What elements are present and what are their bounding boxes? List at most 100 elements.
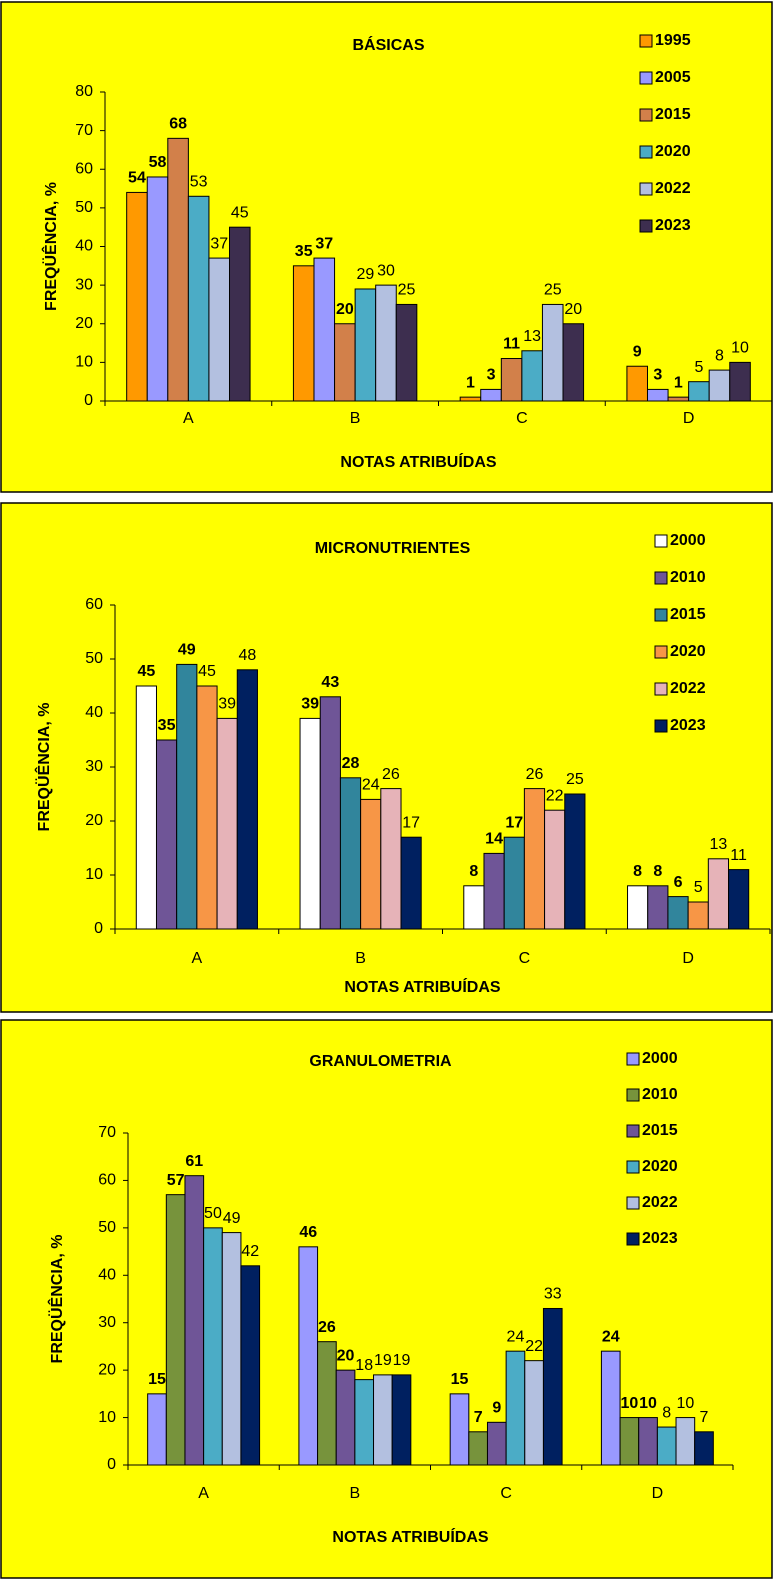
data-label: 10	[639, 1395, 657, 1412]
data-label: 22	[525, 1338, 543, 1355]
legend-label: 2022	[642, 1194, 678, 1211]
legend-label: 2022	[670, 680, 706, 697]
bar	[627, 885, 649, 930]
data-label: 8	[469, 863, 478, 880]
bar	[167, 137, 189, 402]
bar	[564, 793, 586, 930]
data-label: 8	[715, 347, 724, 364]
bar	[688, 381, 710, 402]
data-label: 1	[466, 374, 475, 391]
bar	[480, 388, 502, 402]
chart-title: MICRONUTRIENTES	[315, 540, 471, 557]
bar	[380, 788, 402, 930]
bar	[728, 869, 750, 930]
data-label: 15	[451, 1371, 469, 1388]
data-label: 17	[505, 814, 523, 831]
legend-swatch	[639, 34, 653, 48]
bar	[524, 1360, 544, 1466]
data-label: 49	[223, 1210, 241, 1227]
legend-swatch	[654, 571, 668, 585]
y-tick-label: 0	[94, 920, 103, 937]
bar	[600, 1350, 621, 1466]
data-label: 54	[128, 170, 146, 187]
data-label: 14	[485, 831, 503, 848]
bar	[391, 1374, 412, 1466]
data-label: 24	[602, 1328, 620, 1345]
bar	[707, 858, 730, 930]
data-label: 42	[241, 1243, 259, 1260]
data-label: 61	[185, 1153, 203, 1170]
y-axis-label: FREQÜÊNCIA, %	[41, 182, 60, 311]
x-tick-label: A	[198, 1485, 209, 1502]
y-tick-label: 10	[98, 1409, 116, 1426]
data-label: 49	[178, 642, 196, 659]
bar	[541, 303, 564, 402]
y-tick-label: 50	[85, 650, 103, 667]
bar	[176, 663, 198, 930]
chart-title: BÁSICAS	[352, 35, 424, 54]
x-tick-label: B	[350, 410, 361, 427]
x-tick-label: C	[519, 950, 531, 967]
legend-swatch	[654, 719, 668, 733]
bar	[196, 685, 218, 930]
y-tick-label: 70	[75, 122, 93, 139]
data-label: 37	[210, 235, 228, 252]
legend-label: 2023	[655, 217, 691, 234]
bar	[240, 1265, 261, 1466]
y-tick-label: 20	[98, 1361, 116, 1378]
bar	[562, 323, 585, 402]
bar	[395, 303, 418, 402]
bar	[708, 369, 731, 402]
data-label: 20	[337, 1347, 355, 1364]
bar	[646, 388, 669, 402]
bar	[354, 288, 377, 402]
bar	[638, 1417, 658, 1466]
bar	[459, 396, 482, 402]
bar	[656, 1426, 677, 1466]
bar	[521, 350, 543, 402]
bar	[687, 901, 709, 930]
bar	[463, 885, 485, 930]
bar	[292, 265, 315, 402]
legend-swatch	[654, 534, 668, 548]
data-label: 6	[674, 874, 683, 891]
data-label: 35	[295, 243, 313, 260]
data-label: 3	[487, 367, 496, 384]
legend-label: 2010	[670, 569, 706, 586]
bar	[236, 669, 258, 930]
y-axis-label: FREQÜÊNCIA, %	[34, 703, 53, 832]
data-label: 10	[676, 1395, 694, 1412]
data-label: 29	[357, 266, 375, 283]
legend-label: 2020	[642, 1158, 678, 1175]
bar	[317, 1341, 337, 1466]
data-label: 5	[694, 359, 703, 376]
bar	[647, 885, 669, 930]
bar	[203, 1227, 223, 1466]
data-label: 39	[301, 696, 319, 713]
legend-label: 2005	[655, 69, 691, 86]
legend-swatch	[639, 108, 653, 122]
bar	[147, 1393, 167, 1466]
legend-swatch	[654, 682, 668, 696]
bar	[373, 1374, 393, 1466]
data-label: 45	[231, 204, 249, 221]
bar	[667, 396, 690, 402]
data-label: 25	[544, 282, 562, 299]
legend-swatch	[626, 1160, 640, 1174]
bar	[667, 896, 689, 930]
bar	[523, 788, 546, 930]
y-tick-label: 0	[107, 1456, 116, 1473]
x-tick-label: C	[516, 410, 528, 427]
data-label: 24	[362, 777, 380, 794]
bar	[619, 1417, 640, 1466]
legend-label: 2020	[655, 143, 691, 160]
data-label: 9	[633, 343, 642, 360]
legend-swatch	[639, 71, 653, 85]
x-tick-label: B	[355, 950, 366, 967]
legend-label: 2000	[670, 532, 706, 549]
bar	[187, 195, 210, 402]
legend-swatch	[639, 219, 653, 233]
data-label: 1	[674, 374, 683, 391]
bar	[135, 685, 157, 930]
data-label: 11	[503, 336, 520, 353]
